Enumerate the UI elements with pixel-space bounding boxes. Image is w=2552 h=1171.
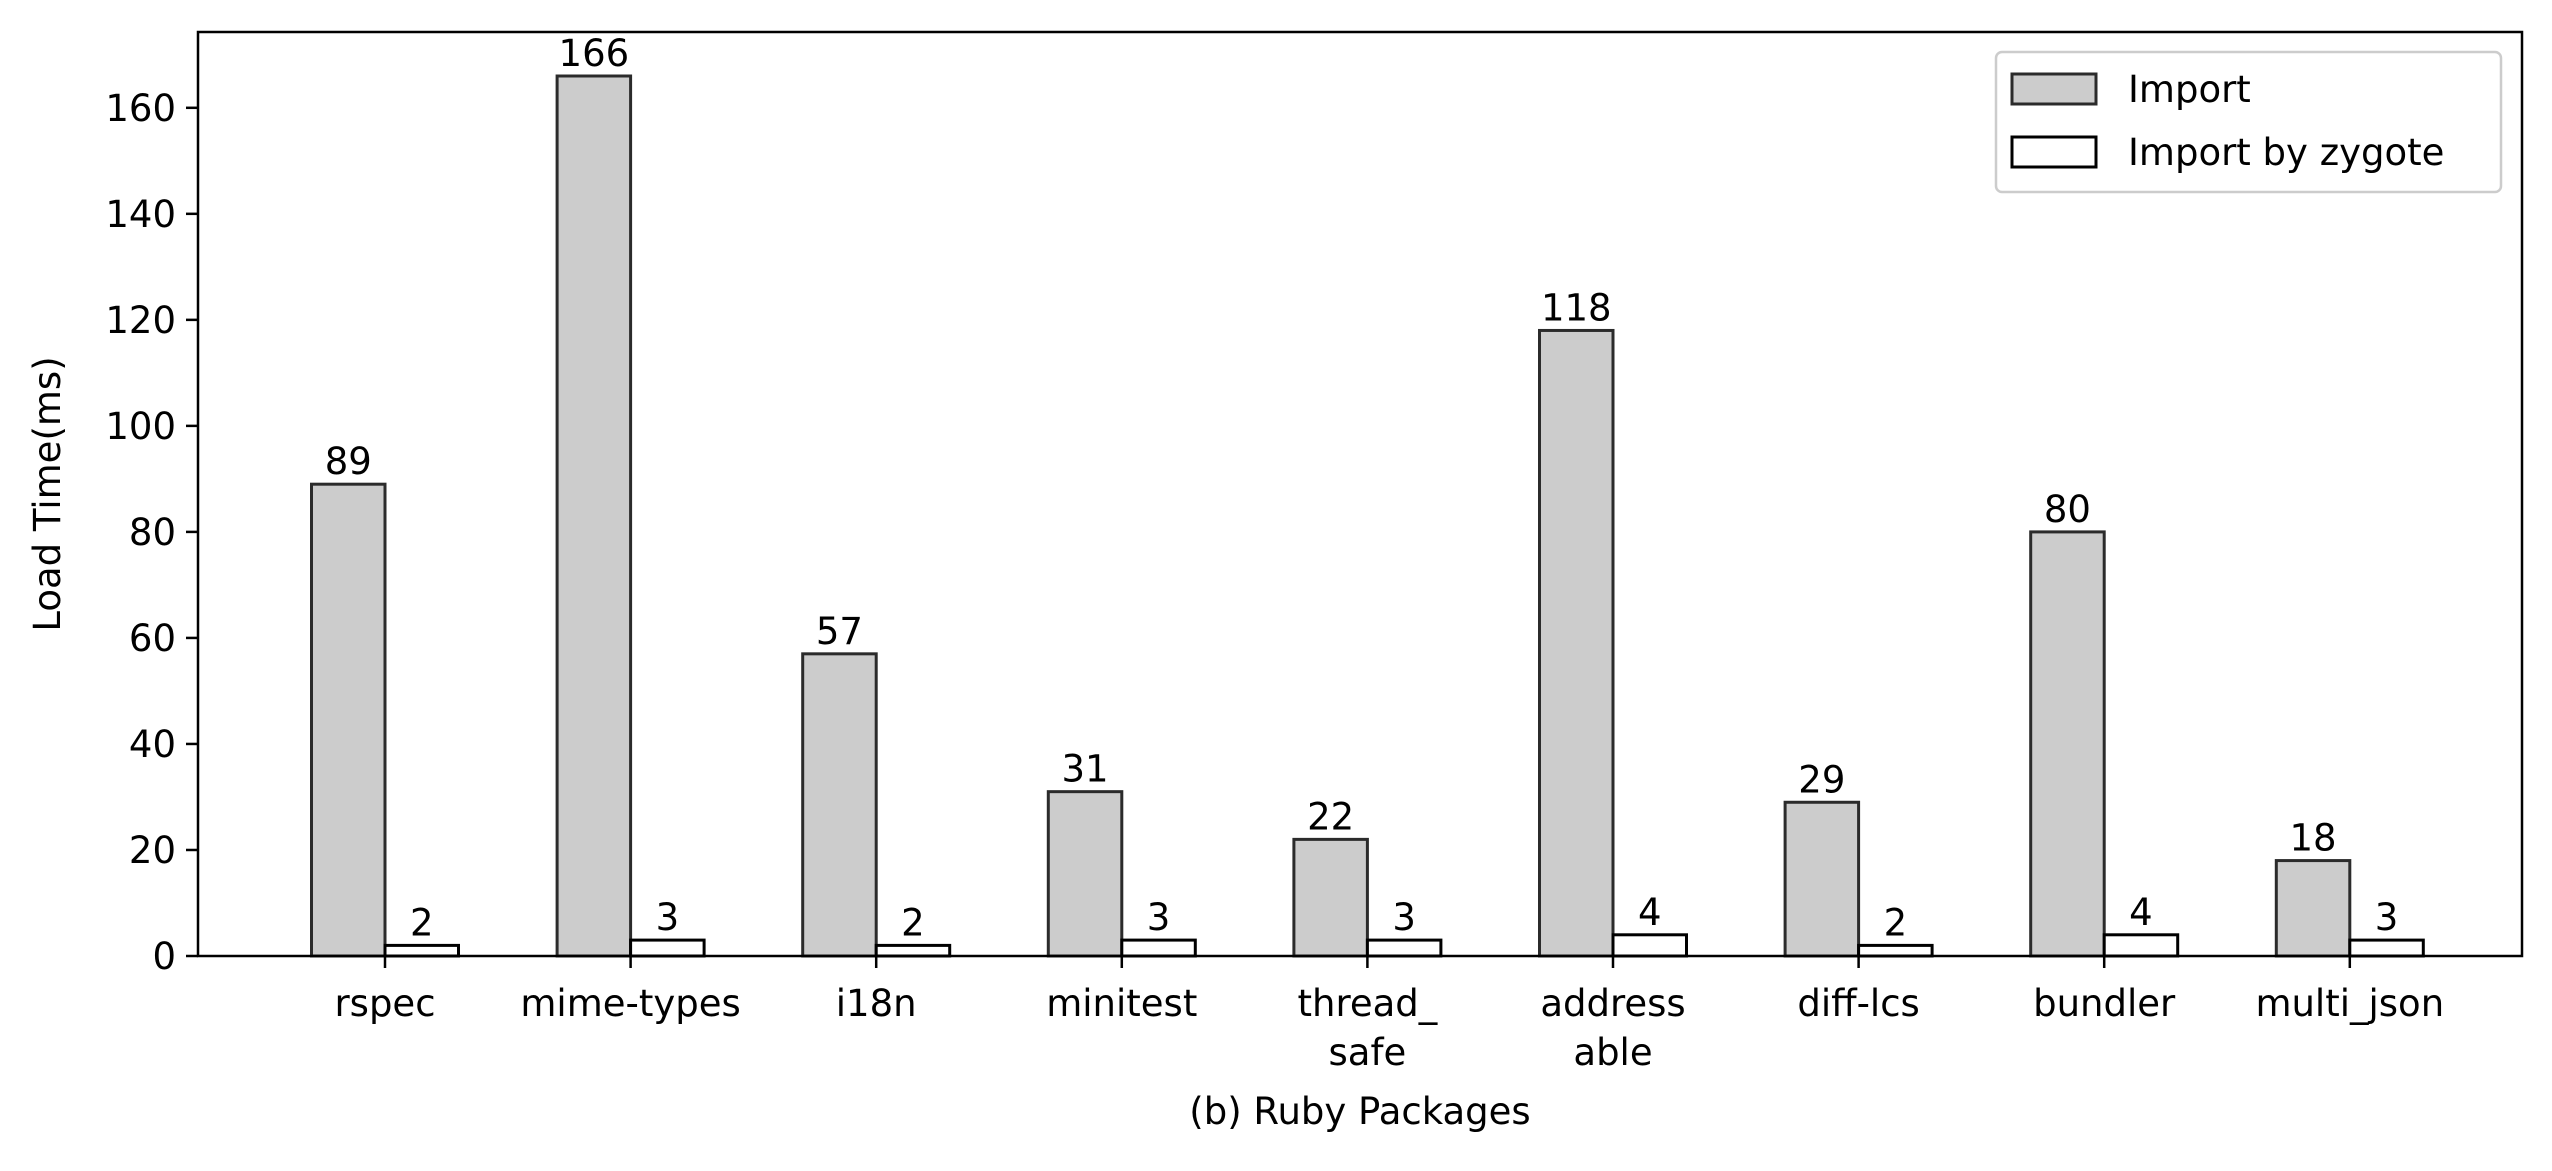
bar-import-by-zygote-thread-safe (1365, 938, 1443, 958)
bar-import-by-zygote-addressable (1611, 933, 1688, 958)
x-tick-label: diff-lcs (1797, 982, 1920, 1025)
bar-value-label: 166 (559, 32, 630, 75)
y-tick-label: 60 (129, 617, 176, 660)
bar-import-by-zygote-diff-lcs (1857, 943, 1934, 958)
bar-value-label: 89 (325, 440, 372, 483)
y-tick-label: 160 (105, 87, 176, 130)
bar-value-label: 29 (1798, 758, 1845, 801)
y-tick-label: 140 (105, 193, 176, 236)
bar-value-label: 3 (656, 896, 680, 939)
legend-swatch-import-by-zygote (2010, 135, 2098, 169)
legend-label-import: Import (2128, 68, 2251, 111)
x-tick-label: minitest (1046, 982, 1197, 1025)
bar-import-by-zygote-bundler (2102, 933, 2180, 958)
legend-label-import-by-zygote: Import by zygote (2128, 131, 2444, 174)
bar-import-by-zygote-mime-types (629, 938, 706, 958)
bar-value-label: 118 (1541, 286, 1612, 329)
bar-import-bundler (2029, 530, 2106, 958)
bar-import-mime-types (555, 74, 633, 958)
x-tick-label: bundler (2033, 982, 2176, 1025)
y-tick-label: 0 (152, 935, 176, 978)
bar-value-label: 2 (1884, 901, 1908, 944)
axes-layer (186, 30, 2524, 968)
bar-value-label: 3 (2375, 896, 2399, 939)
y-axis-title: Load Time(ms) (26, 356, 69, 631)
bar-value-label: 3 (1147, 896, 1171, 939)
legend: Import Import by zygote (1994, 50, 2503, 194)
bar-import-by-zygote-multi-json (2348, 938, 2425, 958)
bar-import-by-zygote-minitest (1120, 938, 1197, 958)
bars-layer (310, 74, 2425, 958)
bar-import-by-zygote-rspec (383, 943, 460, 958)
labels-layer: 89 166 57 31 22 118 29 80 18 2 3 2 3 3 4 2 4 3 0 20 40 60 80 10… (26, 32, 2444, 1133)
x-tick-label: rspec (334, 982, 435, 1025)
bar-value-label: 2 (901, 901, 925, 944)
bar-value-label: 22 (1307, 795, 1354, 838)
y-tick-label: 100 (105, 405, 176, 448)
y-tick-label: 120 (105, 299, 176, 342)
legend-swatch-import (2010, 72, 2098, 106)
y-tick-label: 80 (129, 511, 176, 554)
bar-value-label: 3 (1392, 896, 1416, 939)
bar-value-label: 80 (2044, 488, 2091, 531)
bar-import-multi-json (2274, 859, 2352, 958)
bar-import-addressable (1538, 328, 1615, 958)
x-tick-label: address able (1540, 982, 1685, 1074)
x-axis-title: (b) Ruby Packages (1189, 1090, 1530, 1133)
bar-import-rspec (310, 482, 387, 958)
bar-import-diff-lcs (1783, 800, 1861, 958)
x-tick-label: multi_json (2255, 982, 2444, 1025)
y-tick-label: 40 (129, 723, 176, 766)
bar-value-label: 18 (2290, 817, 2337, 860)
legend-box (1994, 50, 2503, 194)
x-tick-label: mime-types (520, 982, 740, 1025)
bar-value-label: 4 (1638, 891, 1662, 934)
bar-import-minitest (1046, 790, 1124, 958)
x-tick-label: thread_ safe (1298, 982, 1438, 1074)
bar-import-by-zygote-i18n (874, 943, 952, 958)
bar-value-label: 57 (816, 610, 863, 653)
bar-value-label: 31 (1062, 748, 1109, 791)
bar-import-i18n (801, 652, 878, 958)
bar-value-label: 4 (2129, 891, 2153, 934)
x-tick-label: i18n (836, 982, 917, 1025)
y-tick-label: 20 (129, 829, 176, 872)
plot-frame (196, 30, 2524, 958)
bar-value-label: 2 (410, 901, 434, 944)
bar-import-thread-safe (1292, 837, 1369, 958)
